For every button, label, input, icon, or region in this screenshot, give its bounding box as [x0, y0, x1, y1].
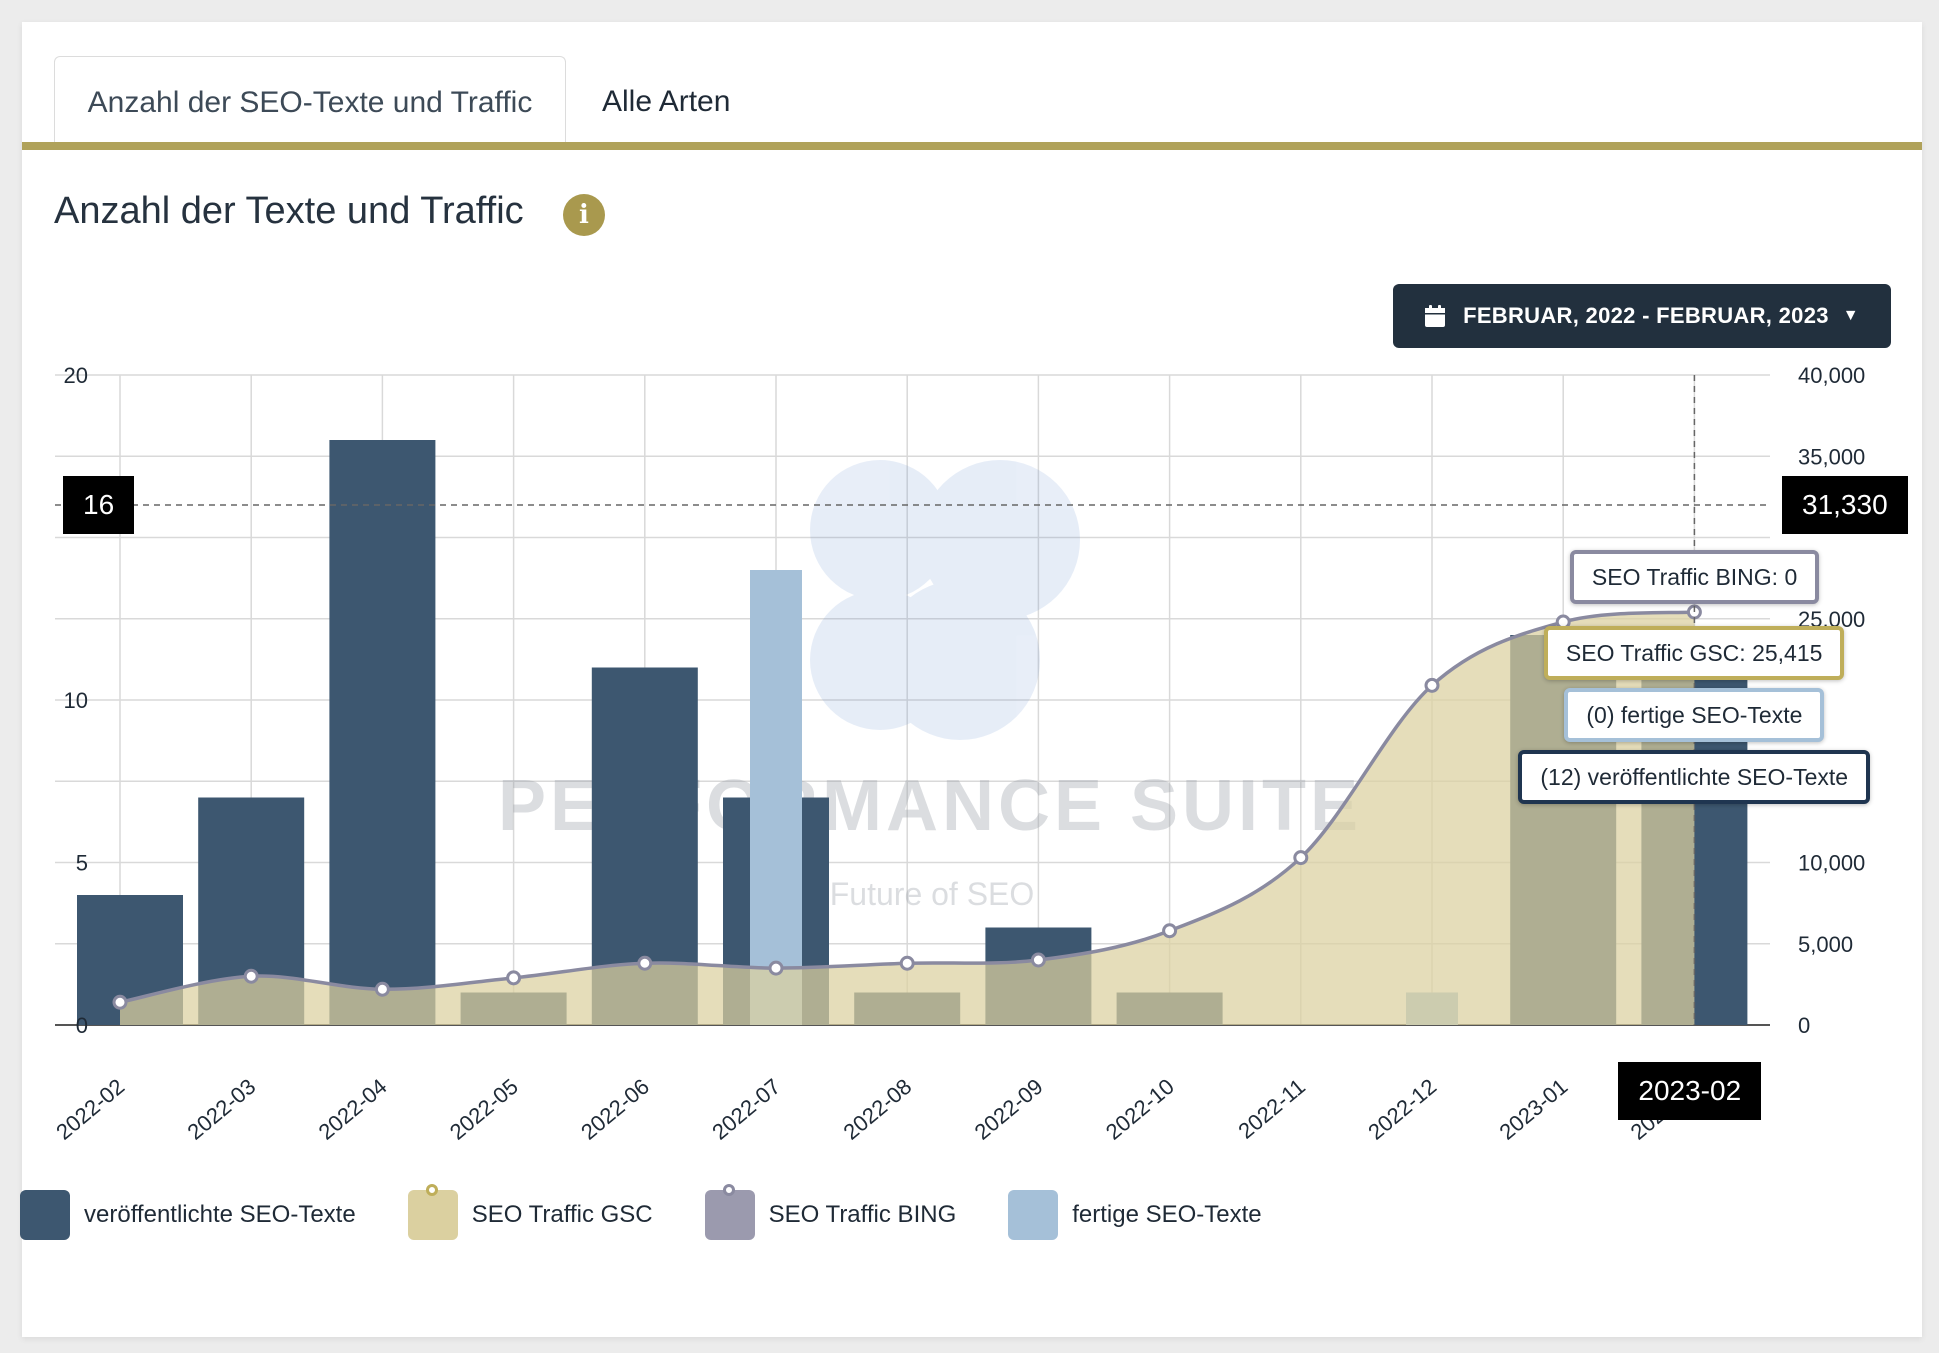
point-gsc — [243, 968, 259, 984]
x-tick: 2022-05 — [445, 1074, 523, 1145]
point-gsc — [374, 981, 390, 997]
legend: veröffentlichte SEO-Texte SEO Traffic GSC… — [20, 1184, 1314, 1240]
tab-alle-arten[interactable]: Alle Arten — [602, 56, 730, 148]
legend-item[interactable]: SEO Traffic BING — [704, 1184, 957, 1240]
tab-label: Alle Arten — [602, 85, 731, 118]
tooltip-item: SEO Traffic BING: 0 — [1569, 550, 1820, 604]
x-tick: 2022-03 — [182, 1074, 260, 1145]
legend-swatch — [20, 1190, 70, 1240]
tab-divider — [22, 142, 1922, 150]
legend-item[interactable]: SEO Traffic GSC — [407, 1184, 653, 1240]
y-right-tick: 5,000 — [1798, 932, 1853, 957]
y-left-tick: 10 — [64, 688, 88, 713]
x-axis-labels: 2022-02 2022-03 2022-04 2022-05 2022-06 2022-… — [51, 1074, 1703, 1145]
date-range-label: FEBRUAR, 2022 - FEBRUAR, 2023 — [1463, 303, 1829, 328]
tab-label: Anzahl der SEO-Texte und Traffic — [87, 86, 533, 119]
legend-item[interactable]: veröffentlichte SEO-Texte — [20, 1190, 356, 1240]
point-gsc — [768, 960, 784, 976]
legend-label: SEO Traffic GSC — [471, 1201, 653, 1228]
series-gsc-points — [112, 604, 1702, 1010]
legend-item[interactable]: fertige SEO-Texte — [1008, 1190, 1262, 1240]
y-left-tick: 0 — [76, 1013, 88, 1038]
y-right-tick: 10,000 — [1798, 851, 1865, 876]
legend-label: SEO Traffic BING — [768, 1201, 957, 1228]
series-finished-bars — [750, 570, 1458, 1025]
point-gsc — [1162, 923, 1178, 939]
tab-seo-texts-traffic[interactable]: Anzahl der SEO-Texte und Traffic — [54, 56, 566, 149]
y-right-tick: 0 — [1798, 1013, 1810, 1038]
legend-label: veröffentlichte SEO-Texte — [84, 1201, 356, 1228]
legend-swatch — [704, 1184, 755, 1240]
y-right-tick: 35,000 — [1798, 444, 1865, 469]
point-gsc — [1293, 850, 1309, 866]
series-gsc-area — [120, 612, 1695, 1025]
crosshair-right-value: 31,330 — [1782, 476, 1908, 534]
crosshair-left-value: 16 — [63, 476, 135, 534]
legend-label: fertige SEO-Texte — [1072, 1201, 1262, 1228]
calendar-icon — [1425, 305, 1446, 327]
date-range-button[interactable]: FEBRUAR, 2022 - FEBRUAR, 2023 ▼ — [1393, 284, 1891, 348]
legend-swatch — [407, 1184, 458, 1240]
x-tick: 2022-04 — [314, 1074, 392, 1145]
tooltip-item: (12) veröffentlichte SEO-Texte — [1518, 750, 1871, 804]
y-right-tick: 40,000 — [1798, 363, 1865, 388]
x-tick: 2022-09 — [970, 1074, 1048, 1145]
point-gsc — [637, 955, 653, 971]
watermark-shape — [810, 460, 950, 600]
x-tick: 2022-02 — [51, 1074, 129, 1145]
tooltip-item: (0) fertige SEO-Texte — [1564, 688, 1825, 742]
watermark-shape — [920, 460, 1080, 620]
tooltip-item: SEO Traffic GSC: 25,415 — [1543, 626, 1845, 680]
point-gsc — [112, 994, 128, 1010]
point-gsc — [1030, 952, 1046, 968]
y-left-tick: 5 — [76, 851, 88, 876]
page-title: Anzahl der Texte und Traffic — [54, 190, 524, 232]
point-gsc — [506, 970, 522, 986]
x-tick: 2022-07 — [707, 1074, 785, 1145]
chevron-down-icon: ▼ — [1842, 307, 1859, 324]
point-gsc — [1424, 677, 1440, 693]
info-icon[interactable]: i — [563, 194, 605, 236]
y-axis-left: 0 5 10 20 — [64, 363, 88, 1038]
bar-published — [329, 440, 436, 1025]
point-gsc — [899, 955, 915, 971]
legend-marker — [722, 1184, 735, 1196]
x-tick: 2023-01 — [1494, 1074, 1572, 1145]
x-tick: 2022-11 — [1233, 1074, 1310, 1144]
x-tick: 2022-12 — [1363, 1074, 1441, 1145]
watermark-logo — [810, 460, 1080, 740]
bar-finished — [750, 570, 802, 1025]
crosshair-x-value: 2023-02 — [1618, 1062, 1762, 1120]
legend-marker — [425, 1184, 438, 1196]
x-tick: 2022-10 — [1101, 1074, 1179, 1145]
x-tick: 2022-06 — [576, 1074, 654, 1145]
y-left-tick: 20 — [64, 363, 88, 388]
legend-swatch — [1008, 1190, 1059, 1240]
x-tick: 2022-08 — [838, 1074, 916, 1145]
watermark-shape — [810, 590, 950, 730]
watermark-shape — [880, 580, 1040, 740]
